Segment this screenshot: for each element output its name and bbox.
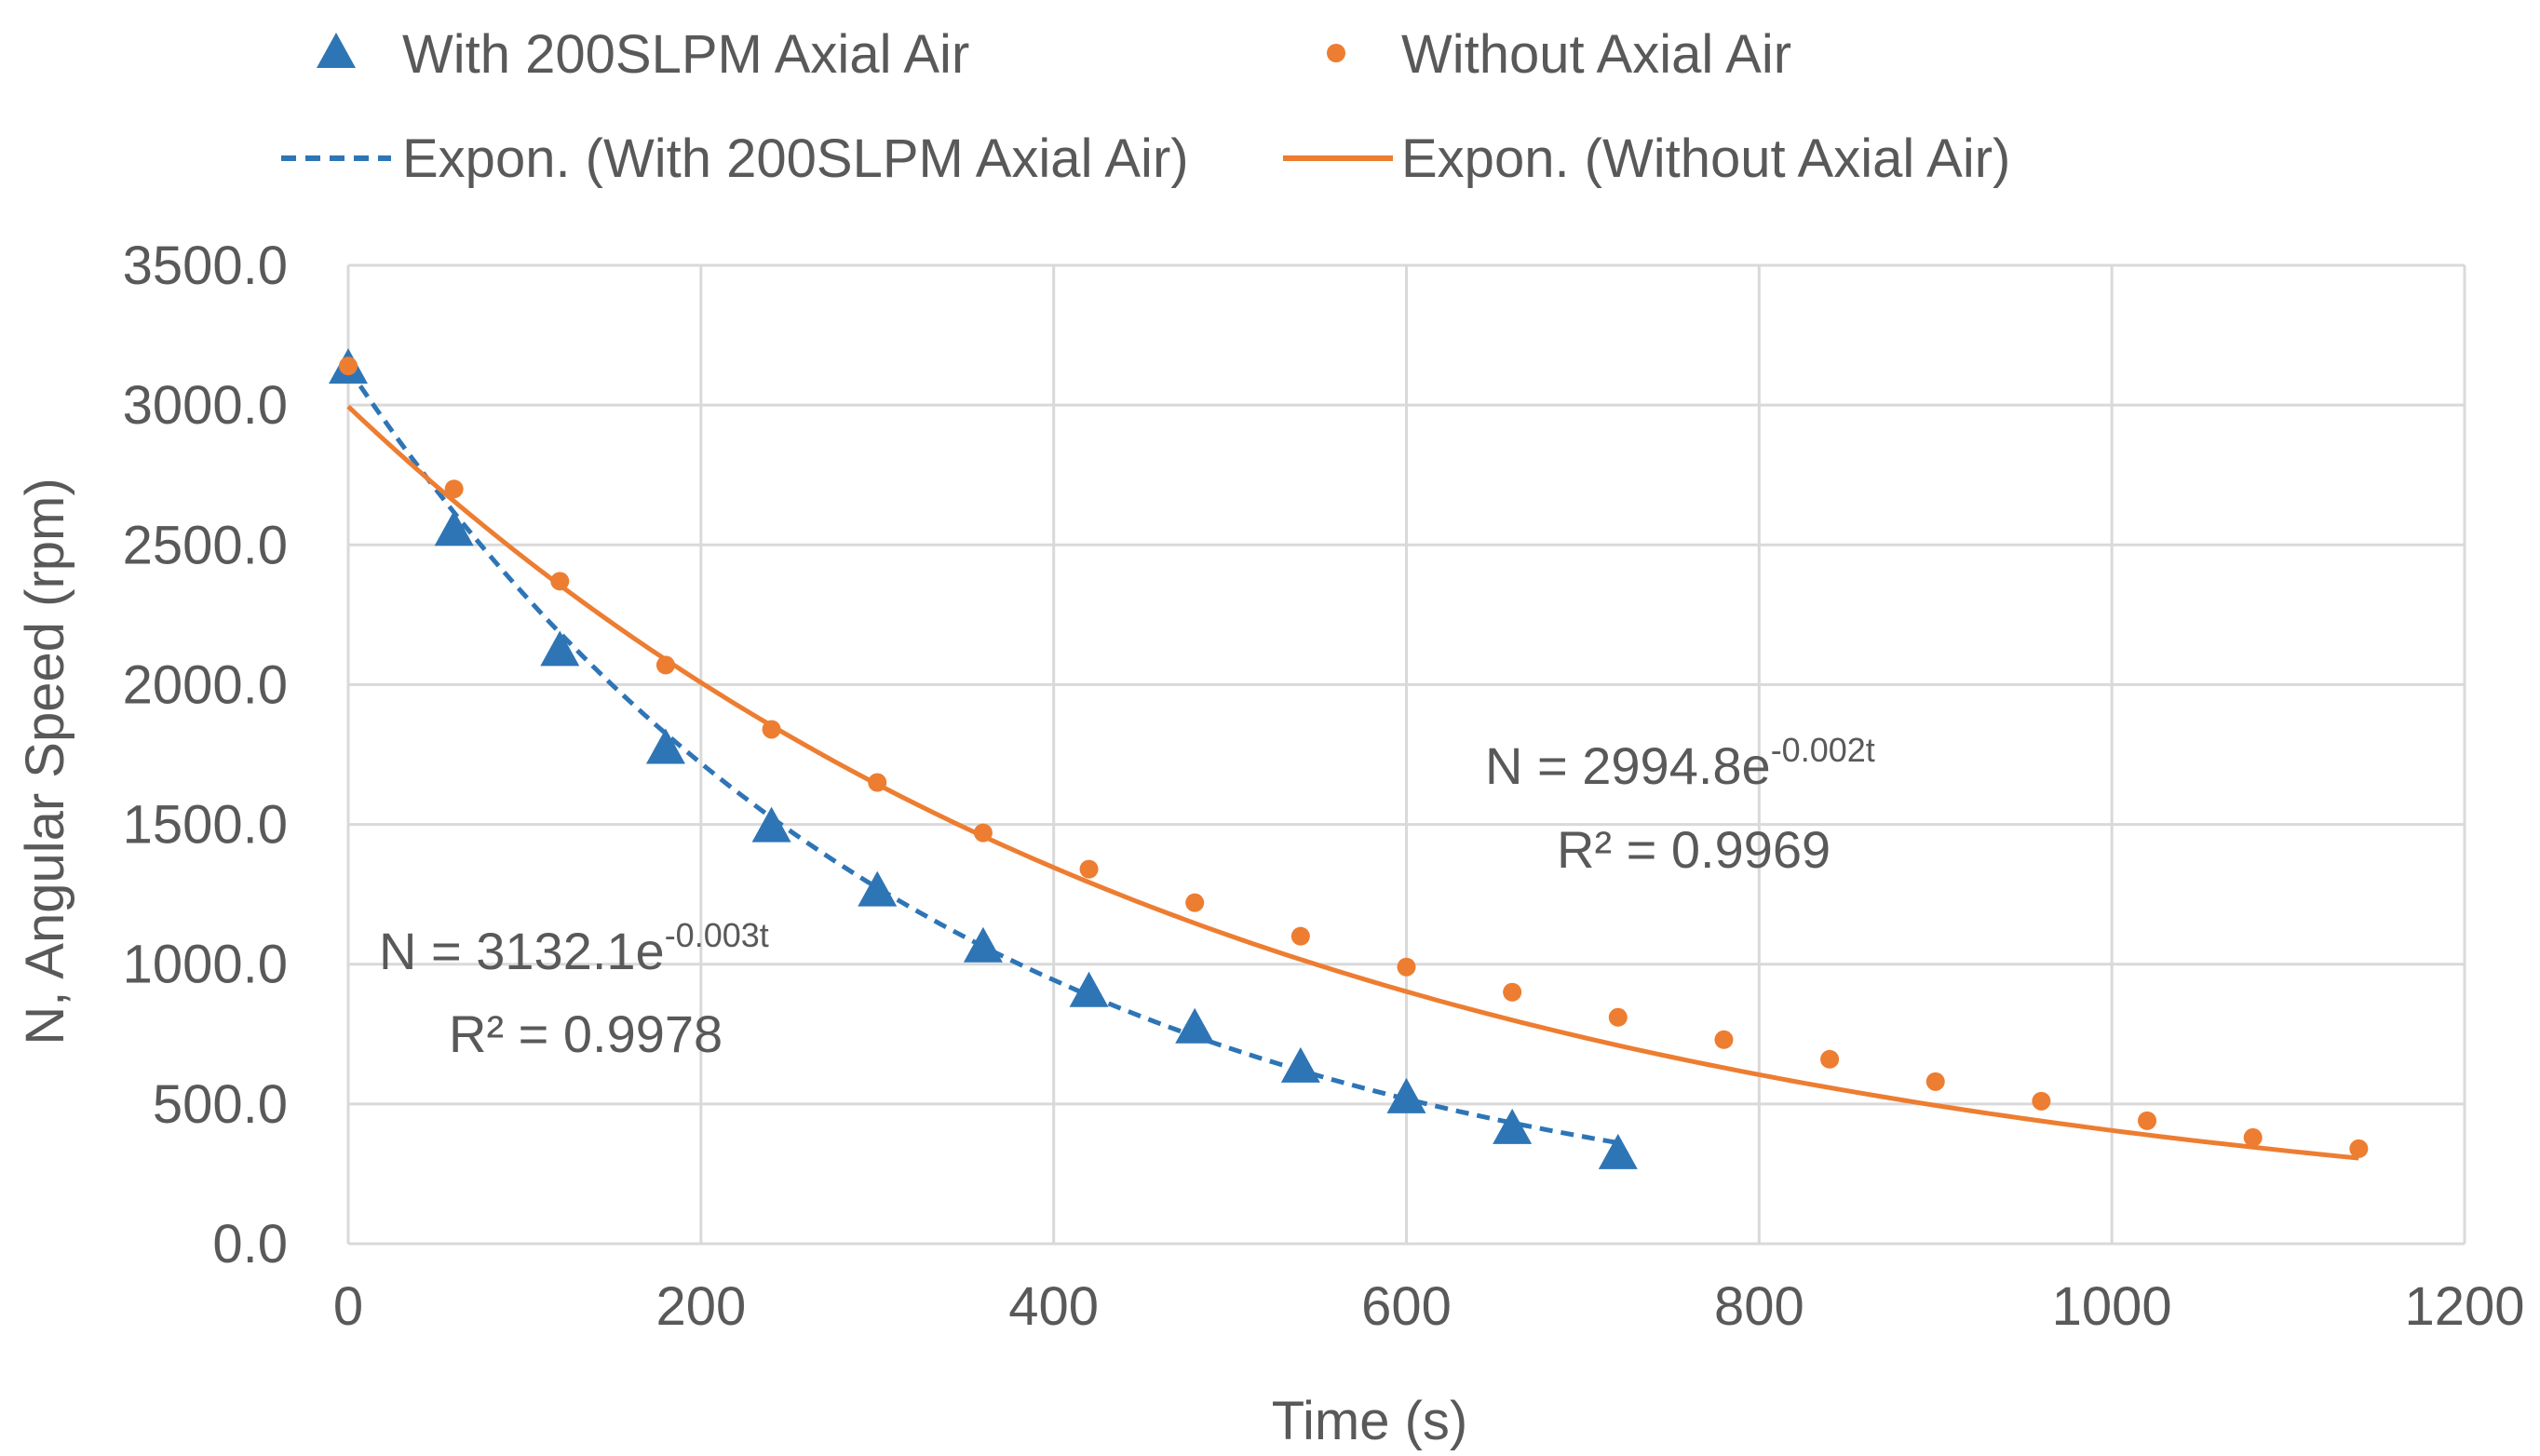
y-axis-title: N, Angular Speed (rpm) xyxy=(15,478,75,1045)
legend-label-with-axial-air: With 200SLPM Axial Air xyxy=(402,24,969,85)
point-without-axial-air xyxy=(2243,1127,2263,1147)
x-tick-label: 600 xyxy=(1361,1276,1452,1337)
point-without-axial-air xyxy=(444,479,464,499)
y-tick-label: 2500.0 xyxy=(123,515,288,575)
point-without-axial-air xyxy=(655,655,675,675)
legend-label-trend-without-axial-air: Expon. (Without Axial Air) xyxy=(1401,128,2010,189)
point-with-axial-air xyxy=(1598,1133,1638,1169)
point-without-axial-air xyxy=(1397,957,1416,977)
y-tick-label: 2000.0 xyxy=(123,654,288,715)
point-with-axial-air xyxy=(1069,971,1109,1007)
axes: 0 200 400 600 800 1000 1200 0.0 500.0 1000.0 1500.… xyxy=(123,236,2525,1337)
point-without-axial-air xyxy=(1925,1072,1945,1091)
point-with-axial-air xyxy=(1280,1046,1320,1083)
y-tick-label: 3500.0 xyxy=(123,236,288,296)
point-without-axial-air xyxy=(1714,1030,1734,1049)
point-without-axial-air xyxy=(339,357,358,376)
point-without-axial-air xyxy=(973,823,993,843)
trendline-without-axial-air xyxy=(346,404,2359,1161)
point-with-axial-air xyxy=(858,870,898,907)
x-tick-label: 400 xyxy=(1008,1276,1099,1337)
y-tick-label: 500.0 xyxy=(153,1074,288,1135)
point-without-axial-air xyxy=(2138,1111,2157,1130)
point-without-axial-air xyxy=(2349,1139,2369,1158)
point-with-axial-air xyxy=(751,806,791,843)
y-tick-label: 1500.0 xyxy=(123,795,288,856)
gridlines xyxy=(348,263,2466,1244)
equation-with-axial-air-exponent: -0.003t xyxy=(665,916,769,954)
equation-without-axial-air: N = 2994.8e-0.002t xyxy=(1485,731,1875,795)
legend-marker-triangle xyxy=(317,33,356,68)
point-without-axial-air xyxy=(1290,926,1310,946)
equation-with-axial-air-base: N = 3132.1e xyxy=(379,922,665,980)
point-with-axial-air xyxy=(1493,1108,1533,1144)
point-with-axial-air xyxy=(434,510,474,546)
x-tick-label: 1000 xyxy=(2052,1276,2172,1337)
equation-without-axial-air-exponent: -0.002t xyxy=(1771,731,1875,769)
r2-with-axial-air: R² = 0.9978 xyxy=(449,1004,723,1063)
point-without-axial-air xyxy=(2032,1091,2051,1111)
point-without-axial-air xyxy=(868,773,887,792)
x-tick-label: 200 xyxy=(655,1276,746,1337)
y-tick-label: 3000.0 xyxy=(123,375,288,436)
point-with-axial-air xyxy=(1386,1077,1426,1113)
x-tick-label: 800 xyxy=(1714,1276,1804,1337)
equation-with-axial-air: N = 3132.1e-0.003t xyxy=(379,916,769,980)
legend: With 200SLPM Axial Air Without Axial Air… xyxy=(281,24,2010,189)
x-tick-label: 0 xyxy=(333,1276,363,1337)
point-without-axial-air xyxy=(1820,1049,1840,1069)
point-without-axial-air xyxy=(762,720,781,739)
data-points xyxy=(329,348,2369,1169)
point-without-axial-air xyxy=(550,572,570,591)
point-with-axial-air xyxy=(963,926,1003,963)
annotations: N = 3132.1e-0.003t R² = 0.9978 N = 2994.… xyxy=(379,731,1875,1063)
legend-label-trend-with-axial-air: Expon. (With 200SLPM Axial Air) xyxy=(402,128,1189,189)
point-without-axial-air xyxy=(1608,1007,1628,1027)
legend-marker-circle xyxy=(1327,44,1345,62)
x-axis-title: Time (s) xyxy=(1272,1391,1467,1451)
point-without-axial-air xyxy=(1185,893,1205,912)
point-with-axial-air xyxy=(1175,1007,1215,1044)
x-tick-label: 1200 xyxy=(2404,1276,2524,1337)
point-with-axial-air xyxy=(540,630,580,667)
equation-without-axial-air-base: N = 2994.8e xyxy=(1485,736,1771,795)
point-without-axial-air xyxy=(1079,859,1099,879)
legend-label-without-axial-air: Without Axial Air xyxy=(1401,24,1791,85)
point-with-axial-air xyxy=(645,728,685,764)
point-without-axial-air xyxy=(1503,982,1522,1002)
r2-without-axial-air: R² = 0.9969 xyxy=(1557,820,1831,879)
y-tick-label: 0.0 xyxy=(212,1214,288,1274)
y-tick-label: 1000.0 xyxy=(123,935,288,995)
